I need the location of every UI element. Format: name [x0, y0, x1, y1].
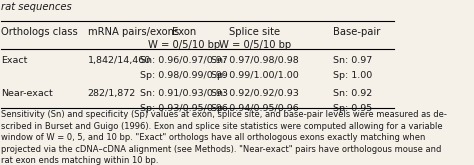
- Text: Sn: 0.92: Sn: 0.92: [333, 89, 373, 98]
- Text: Sp: 0.98/0.99/0.99: Sp: 0.98/0.99/0.99: [140, 71, 228, 80]
- Text: 1,842/14,460: 1,842/14,460: [88, 56, 151, 65]
- Text: Near-exact: Near-exact: [1, 89, 53, 98]
- Text: Sn: 0.97: Sn: 0.97: [333, 56, 373, 65]
- Text: Sn: 0.91/0.93/0.93: Sn: 0.91/0.93/0.93: [140, 89, 228, 98]
- Text: Splice site
W = 0/5/10 bp: Splice site W = 0/5/10 bp: [219, 27, 291, 50]
- Text: 282/1,872: 282/1,872: [88, 89, 136, 98]
- Text: Sn: 0.96/0.97/0.97: Sn: 0.96/0.97/0.97: [140, 56, 228, 65]
- Text: Sensitivity (Sn) and specificity (Sp) values at exon, splice site, and base-pair: Sensitivity (Sn) and specificity (Sp) va…: [1, 110, 447, 165]
- Text: Exact: Exact: [1, 56, 28, 65]
- Text: mRNA pairs/exons: mRNA pairs/exons: [88, 27, 179, 37]
- Text: Exon
W = 0/5/10 bp: Exon W = 0/5/10 bp: [148, 27, 220, 50]
- Text: Sp: 0.93/0.95/0.96: Sp: 0.93/0.95/0.96: [140, 104, 228, 114]
- Text: Base-pair: Base-pair: [333, 27, 381, 37]
- Text: Sn: 0.97/0.98/0.98: Sn: 0.97/0.98/0.98: [211, 56, 299, 65]
- Text: Orthologs class: Orthologs class: [1, 27, 78, 37]
- Text: Sp: 0.94/0.95/0.96: Sp: 0.94/0.95/0.96: [211, 104, 299, 114]
- Text: Sp: 0.95: Sp: 0.95: [333, 104, 373, 114]
- Text: Sp: 1.00: Sp: 1.00: [333, 71, 373, 80]
- Text: Sp: 0.99/1.00/1.00: Sp: 0.99/1.00/1.00: [211, 71, 299, 80]
- Text: rat sequences: rat sequences: [1, 2, 72, 12]
- Text: Sn: 0.92/0.92/0.93: Sn: 0.92/0.92/0.93: [211, 89, 299, 98]
